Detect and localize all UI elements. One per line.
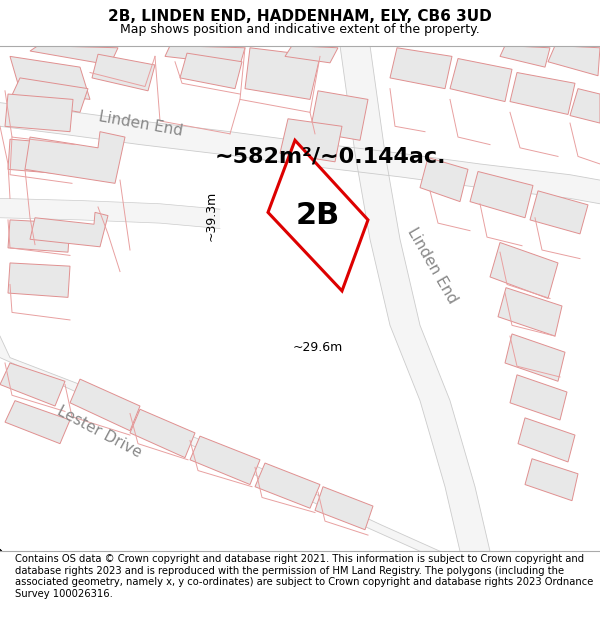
Polygon shape (470, 171, 533, 217)
Text: ~582m²/~0.144ac.: ~582m²/~0.144ac. (214, 147, 446, 167)
Polygon shape (0, 336, 440, 551)
Polygon shape (420, 158, 468, 202)
Polygon shape (498, 288, 562, 336)
Polygon shape (245, 48, 320, 99)
Polygon shape (165, 46, 245, 65)
Polygon shape (25, 132, 125, 183)
Polygon shape (548, 46, 600, 76)
Polygon shape (92, 54, 155, 91)
Polygon shape (5, 401, 70, 444)
Polygon shape (510, 375, 567, 420)
Polygon shape (30, 46, 118, 65)
Text: Linden End: Linden End (404, 225, 460, 306)
Polygon shape (518, 418, 575, 462)
Polygon shape (315, 487, 373, 530)
Text: Linden End: Linden End (98, 109, 184, 139)
Text: Map shows position and indicative extent of the property.: Map shows position and indicative extent… (120, 22, 480, 36)
Text: 2B, LINDEN END, HADDENHAM, ELY, CB6 3UD: 2B, LINDEN END, HADDENHAM, ELY, CB6 3UD (108, 9, 492, 24)
Polygon shape (0, 363, 65, 406)
Polygon shape (505, 334, 565, 381)
Polygon shape (450, 59, 512, 102)
Polygon shape (530, 191, 588, 234)
Polygon shape (8, 263, 70, 298)
Polygon shape (180, 53, 242, 89)
Polygon shape (390, 48, 452, 89)
Polygon shape (285, 46, 338, 63)
Polygon shape (510, 72, 575, 114)
Polygon shape (490, 242, 558, 298)
Polygon shape (5, 94, 73, 132)
Text: 2B: 2B (296, 201, 340, 231)
Text: ~39.3m: ~39.3m (205, 191, 218, 241)
Polygon shape (500, 46, 550, 67)
Polygon shape (268, 140, 368, 291)
Polygon shape (8, 139, 75, 175)
Polygon shape (570, 89, 600, 123)
Text: Contains OS data © Crown copyright and database right 2021. This information is : Contains OS data © Crown copyright and d… (15, 554, 593, 599)
Text: ~29.6m: ~29.6m (293, 341, 343, 354)
Polygon shape (8, 220, 70, 252)
Polygon shape (10, 56, 90, 99)
Text: Lester Drive: Lester Drive (54, 404, 144, 461)
Polygon shape (190, 436, 260, 484)
Polygon shape (525, 459, 578, 501)
Polygon shape (30, 213, 108, 247)
Polygon shape (10, 78, 88, 112)
Polygon shape (280, 119, 342, 162)
Polygon shape (310, 91, 368, 140)
Polygon shape (70, 379, 140, 431)
Polygon shape (0, 102, 600, 204)
Polygon shape (130, 409, 195, 458)
Polygon shape (255, 463, 320, 508)
Polygon shape (0, 198, 220, 229)
Polygon shape (340, 46, 490, 551)
